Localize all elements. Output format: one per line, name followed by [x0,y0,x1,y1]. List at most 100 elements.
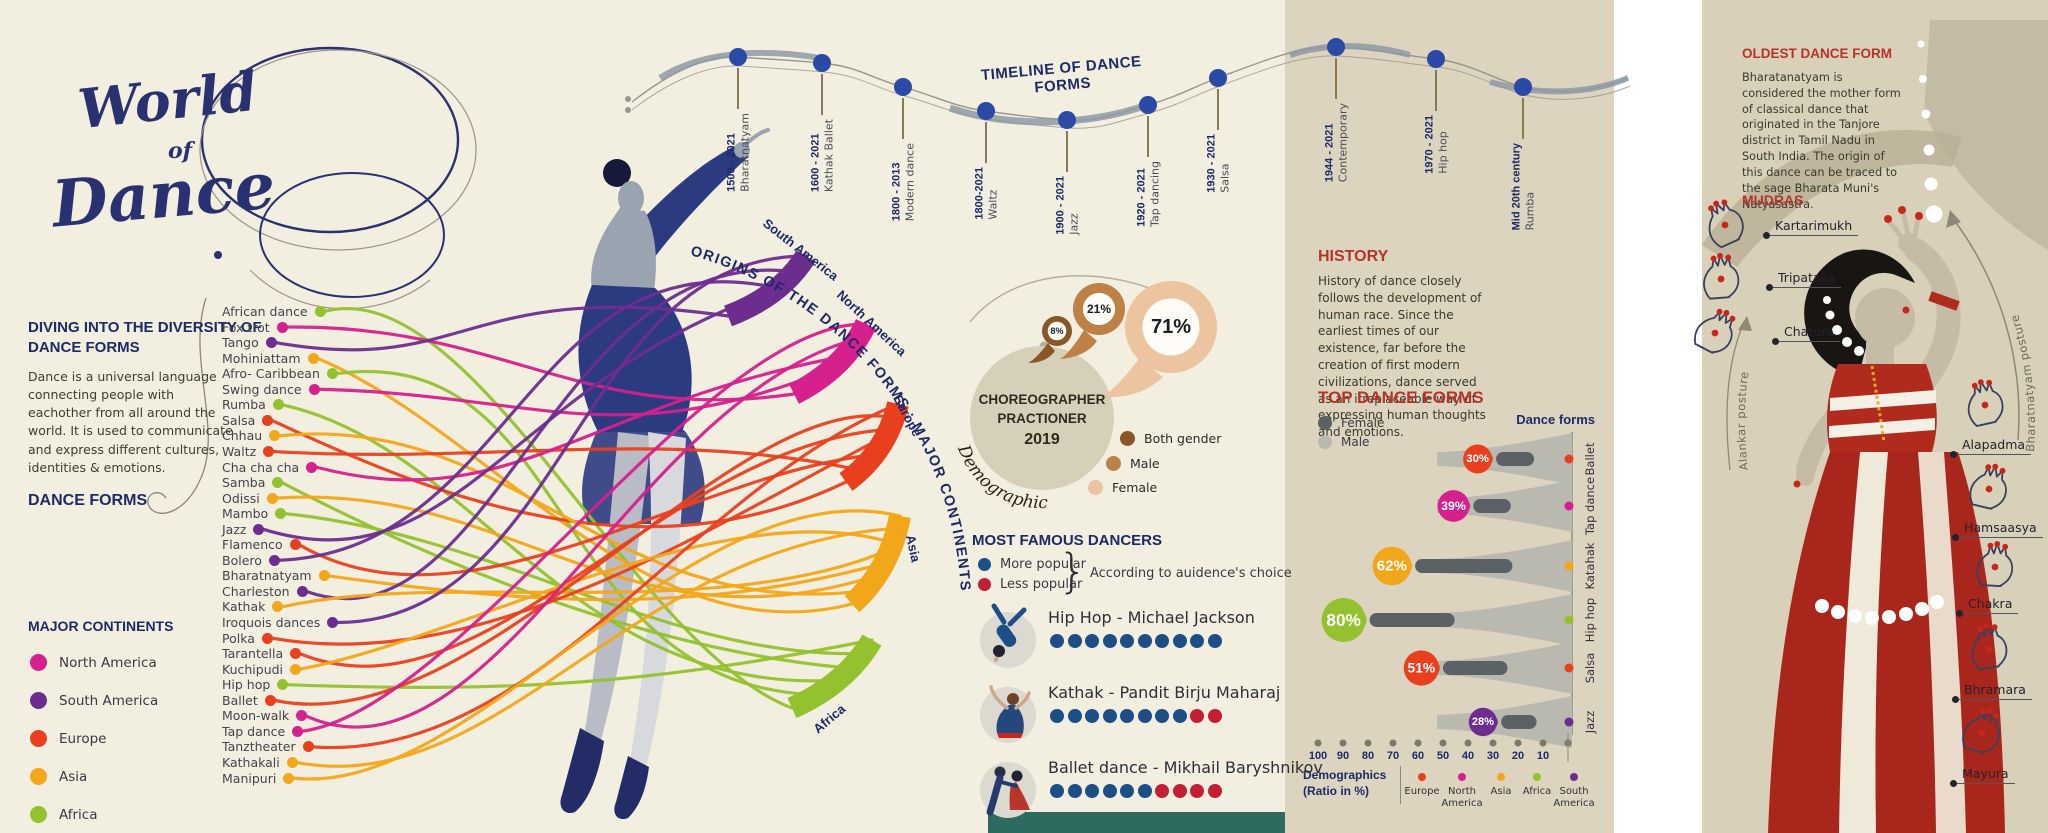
popularity-rating-dot [1120,784,1134,798]
dance-form-dot [327,617,339,628]
mudra-label-left: Kartarimukh [1763,218,1859,239]
dance-form-label: Moon-walk [222,708,290,724]
demo-legend-label: Asia [1490,786,1512,797]
dance-form-item: Bharatnatyam [222,568,330,583]
dance-form-label: Kathakali [222,754,280,770]
dance-form-label: Kathak [222,599,266,615]
timeline-entry-text: 1944 - 2021 Contemporary [1323,103,1350,183]
dance-form-item: Manipuri [222,770,295,786]
dance-form-label: Odissi [222,490,260,506]
dance-form-dot [272,399,284,411]
dance-form-item: Jazz [222,522,265,537]
dance-form-item: Afro- Caribbean [222,366,338,381]
dance-form-label: Flamenco [222,537,283,553]
dance-form-item: Rumba [222,397,284,412]
dance-form-label: Hip hop [222,677,271,693]
fm-label: Male [1341,435,1370,449]
dance-form-dot [253,523,265,535]
dance-form-item: Tap dance [222,723,304,739]
popularity-rating-dot [1050,709,1064,723]
popularity-dot [978,558,991,571]
popularity-label: More popular [1000,557,1086,572]
dance-form-dot [272,601,284,613]
dance-form-item: Kuchipudi [222,662,302,677]
dance-form-dot [263,445,275,457]
dance-form-dot [269,430,281,442]
popularity-rating-dot [1207,784,1222,798]
gender-label: Both gender [1144,431,1222,446]
dance-form-label: Tarantella [222,646,284,662]
dance-form-item: Mohiniattam [222,351,319,366]
dance-form-label: Tap dance [222,723,286,739]
dance-form-item: Swing dance [222,382,320,397]
dance-form-dot [275,508,287,520]
popularity-rating-dot [1172,709,1187,723]
dance-form-label: Bolero [222,552,262,568]
continent-legend-item: Europe [30,730,106,747]
bubble-percent-label: 21% [1087,302,1111,316]
famous-dancer-title: Ballet dance - Mikhail Baryshnikov [1048,758,1323,777]
continent-label: North America [59,654,157,671]
gender-bubbles: 8% 21% 71% [1028,281,1217,398]
dance-form-dot [290,648,302,660]
popularity-rating-dot [1207,634,1222,648]
timeline-entry-text: 1970 - 2021 Hip hop [1423,115,1450,174]
fm-legend-item: Male [1318,435,1369,449]
dance-form-item: Waltz [222,444,275,459]
continent-legend-item: Asia [30,768,87,785]
dance-form-label: African dance [222,304,308,319]
dance-form-label: Afro- Caribbean [222,366,320,382]
timeline-entry-text: 1500 - 2021 Bharatnatyam [725,113,752,192]
alankar-posture-label: Alankar posture [1734,370,1752,471]
dance-form-item: Mambo [222,506,287,521]
timeline-entry-text: 1800-2021 Waltz [973,167,1000,220]
dance-form-label: Manipuri [222,770,277,786]
popularity-rating-dot [1155,709,1169,723]
logo-of: of [168,138,193,164]
dance-form-label: Bharatnatyam [222,568,312,584]
continent-label: Asia [59,768,88,785]
continent-legend-item: North America [30,654,157,671]
dance-form-label: Fox trot [222,319,270,335]
dance-form-item: Charleston [222,584,308,599]
dance-form-dot [314,306,326,317]
popularity-legend-item: Less popular [978,577,1082,592]
dance-form-label: Cha cha cha [222,459,300,475]
dance-form-item: Kathakali [222,755,298,770]
popularity-rating-dot [1102,634,1117,648]
dance-form-label: Mohiniattam [222,350,301,366]
continent-dot [30,654,47,671]
dance-form-item: Samba [222,475,284,490]
popularity-legend-item: More popular [978,557,1086,572]
teal-footer-bar [988,812,1285,833]
kathak-avatar-icon [980,685,1036,743]
timeline-entry-text: Mid 20th century Rumba [1510,143,1537,231]
alapadma-hand-icon [1959,374,2008,430]
popularity-rating-dot [1120,709,1134,723]
dance-form-label: Charleston [222,583,290,599]
dance-form-dot [264,694,276,706]
famous-dancer-title: Kathak - Pandit Birju Maharaj [1048,683,1281,702]
chart-tick: 50 [1436,750,1450,762]
dance-form-dot [283,772,295,784]
dance-form-dot [326,368,338,380]
dance-form-label: Ballet [222,692,258,708]
dance-form-dot [265,337,277,349]
popularity-rating-dot [1190,709,1204,723]
famous-dancer-title: Hip Hop - Michael Jackson [1048,608,1255,627]
timeline-entry-text: 1930 - 2021 Salsa [1205,134,1232,193]
dance-form-dot [290,663,302,675]
popularity-rating-dot [1137,634,1152,648]
chart-tick: 60 [1411,750,1425,762]
popularity-rating-dot [1102,709,1117,723]
famous-dancer-dots [1050,784,1222,798]
dance-form-label: Polka [222,630,255,646]
dance-form-item: Hip hop [222,677,289,693]
dance-form-item: Fox trot [222,320,288,335]
dance-form-dot [272,477,284,489]
bubble-percent-label: 8% [1050,326,1063,336]
dance-form-label: Tanztheater [222,739,296,755]
gender-legend-item: Female [1088,480,1157,495]
dance-form-item: Bolero [222,553,280,568]
